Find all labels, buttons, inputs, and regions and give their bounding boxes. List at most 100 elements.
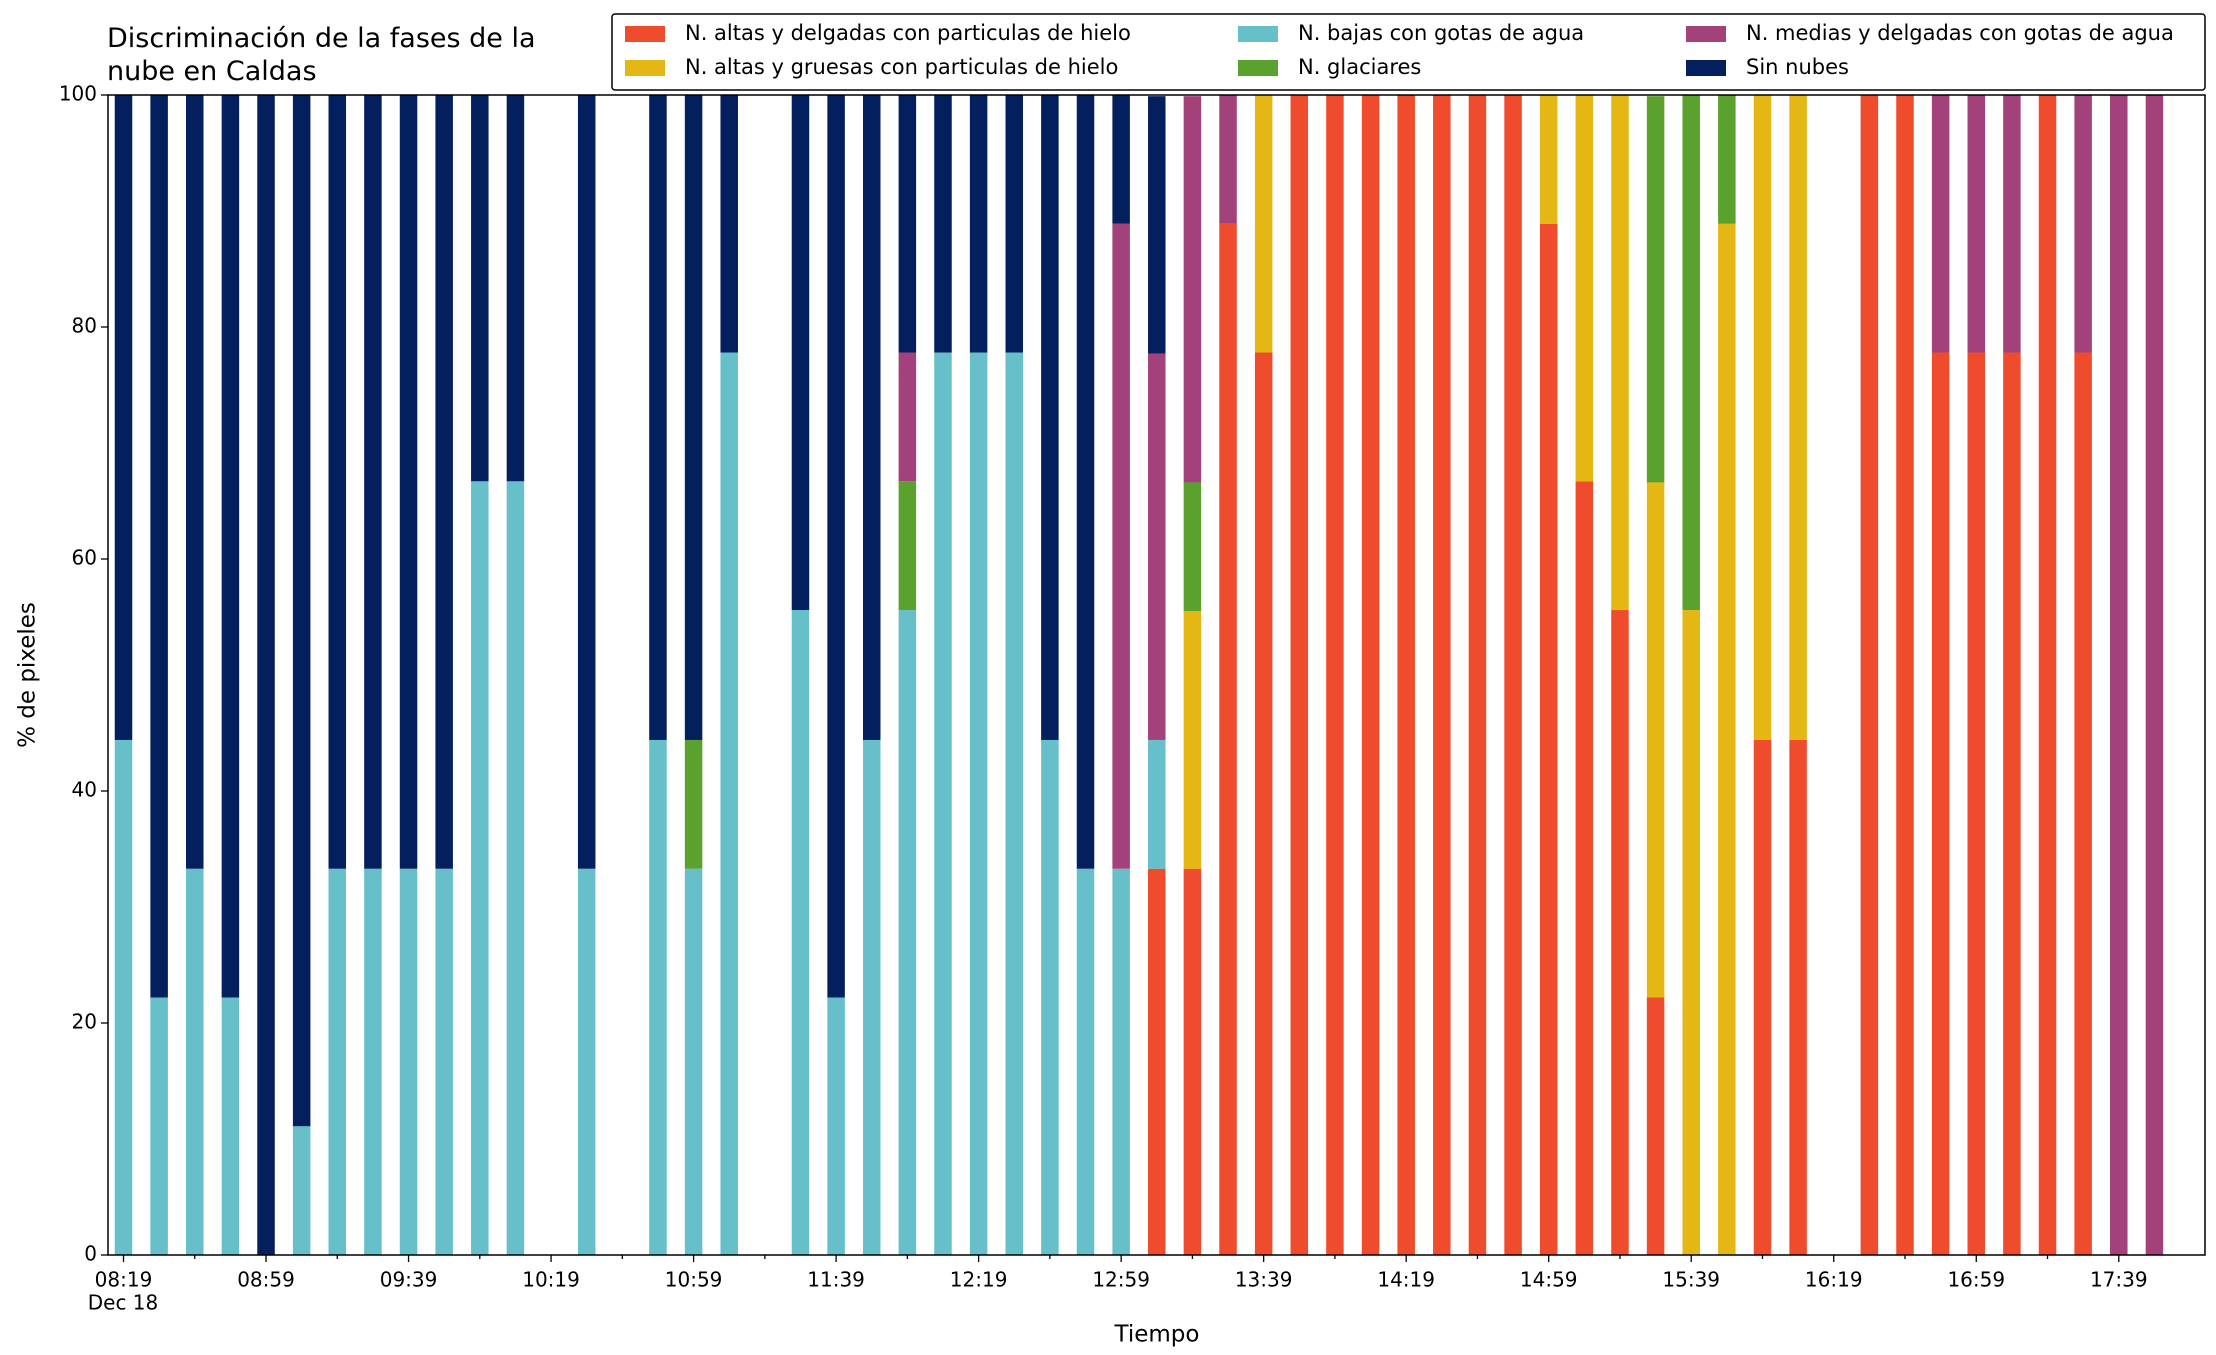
- bar-segment: [1148, 96, 1166, 354]
- bar-segment: [791, 95, 810, 611]
- bar-segment: [791, 610, 810, 1255]
- y-tick-label: 40: [72, 778, 97, 802]
- bar-segment: [364, 95, 382, 869]
- x-tick-label: 10:59: [665, 1268, 723, 1292]
- bar-segment: [399, 95, 418, 869]
- bar-segment: [471, 481, 489, 1255]
- bar-segment: [1183, 96, 1202, 483]
- bar-segment: [1005, 352, 1023, 1255]
- bar-segment: [1148, 739, 1166, 869]
- bar-segment: [684, 739, 703, 869]
- bar-segment: [577, 95, 596, 869]
- bar-segment: [328, 868, 347, 1255]
- bar-segment: [2003, 95, 2021, 353]
- bar-segment: [1183, 868, 1202, 1255]
- bar-segment: [1148, 868, 1166, 1255]
- y-tick-label: 100: [59, 82, 97, 106]
- x-tick-label: 12:59: [1092, 1268, 1150, 1292]
- bar-segment: [1539, 95, 1558, 224]
- bar-segment: [1041, 739, 1059, 1255]
- x-tick-label: 16:19: [1805, 1268, 1863, 1292]
- legend-label: N. bajas con gotas de agua: [1298, 21, 1584, 45]
- legend-swatch: [1686, 60, 1726, 76]
- legend-swatch: [1238, 26, 1278, 42]
- bar-segment: [577, 868, 596, 1255]
- bar-segment: [1254, 352, 1273, 1255]
- bar-segment: [221, 997, 240, 1255]
- bar-segment: [114, 739, 133, 1255]
- bar-segment: [1504, 95, 1522, 1255]
- bar-segment: [1112, 223, 1130, 869]
- bar-segment: [1183, 611, 1202, 869]
- bar-segment: [827, 997, 845, 1255]
- bar-segment: [898, 610, 917, 1255]
- bar-segment: [2074, 95, 2092, 353]
- legend-label: N. altas y gruesas con particulas de hie…: [685, 55, 1118, 79]
- x-sublabel: Dec 18: [88, 1291, 159, 1315]
- bar-segment: [1254, 95, 1273, 353]
- bar-segment: [1789, 95, 1807, 740]
- bar-segment: [1005, 95, 1023, 353]
- bar-segment: [1967, 352, 1986, 1255]
- bar-segment: [1896, 95, 1914, 1255]
- bar-segment: [435, 95, 453, 869]
- bar-segment: [1361, 95, 1380, 1255]
- x-tick-label: 08:19: [95, 1268, 153, 1292]
- legend-label: N. altas y delgadas con particulas de hi…: [685, 21, 1131, 45]
- bar-segment: [1753, 739, 1772, 1255]
- x-tick-label: 10:19: [522, 1268, 580, 1292]
- bar-segment: [1575, 481, 1594, 1255]
- bar-segment: [506, 95, 525, 482]
- bar-segment: [862, 739, 881, 1255]
- bar-segment: [1860, 95, 1879, 1255]
- y-tick-label: 80: [72, 314, 97, 338]
- legend-label: N. medias y delgadas con gotas de agua: [1746, 21, 2174, 45]
- bar-segment: [471, 95, 489, 482]
- bar-segment: [1682, 610, 1700, 1255]
- bar-segment: [1575, 95, 1594, 482]
- bar-segment: [114, 95, 133, 740]
- bar-segment: [1646, 997, 1665, 1255]
- bar-segment: [1468, 95, 1487, 1255]
- bar-segment: [186, 95, 204, 869]
- bar-segment: [1789, 739, 1807, 1255]
- legend-label: N. glaciares: [1298, 55, 1421, 79]
- bar-segment: [2038, 95, 2057, 1255]
- bar-segment: [1539, 223, 1558, 1255]
- bar-segment: [1076, 95, 1095, 869]
- bar-segment: [1219, 95, 1237, 224]
- bar-segment: [1076, 868, 1095, 1255]
- bar-segment: [862, 95, 881, 740]
- x-tick-label: 11:39: [807, 1268, 865, 1292]
- bar-segment: [1967, 95, 1986, 353]
- legend-swatch: [625, 60, 665, 76]
- bar-segment: [934, 95, 952, 353]
- chart-title: Discriminación de la fases de la nube en…: [107, 23, 536, 87]
- bar-segment: [1682, 95, 1700, 611]
- bar-segment: [827, 95, 845, 998]
- bar-segment: [1112, 95, 1130, 224]
- x-tick-label: 12:19: [950, 1268, 1008, 1292]
- x-tick-label: 14:59: [1520, 1268, 1578, 1292]
- bar-segment: [934, 352, 952, 1255]
- bar-segment: [1611, 95, 1629, 611]
- bar-segment: [364, 868, 382, 1255]
- legend-swatch: [1686, 26, 1726, 42]
- bar-segment: [506, 481, 525, 1255]
- bar-segment: [684, 95, 703, 740]
- bar-segment: [1290, 95, 1309, 1255]
- bar-segment: [221, 95, 240, 998]
- bar-segment: [292, 1126, 311, 1255]
- bar-segment: [399, 868, 418, 1255]
- bar-segment: [1041, 95, 1059, 740]
- bar-segment: [1148, 353, 1166, 740]
- bar-segment: [1931, 352, 1950, 1255]
- x-tick-label: 17:39: [2090, 1268, 2148, 1292]
- bar-segment: [649, 739, 667, 1255]
- bar-segment: [1646, 96, 1665, 483]
- bar-segment: [969, 352, 988, 1255]
- legend-swatch: [1238, 60, 1278, 76]
- y-tick-label: 60: [72, 546, 97, 570]
- bar-segment: [292, 95, 311, 1127]
